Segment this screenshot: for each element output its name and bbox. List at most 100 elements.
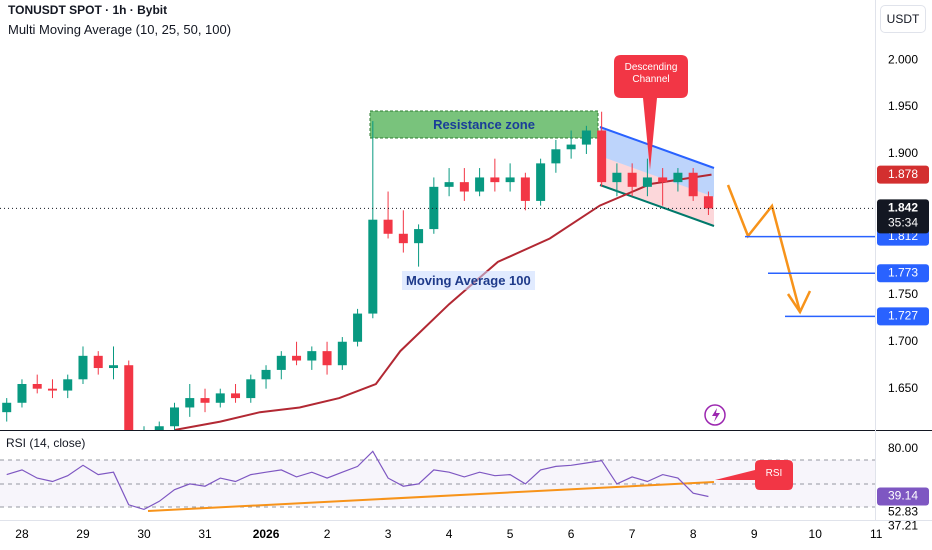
rsi-value-label: 39.14	[888, 489, 918, 503]
candle-body	[536, 163, 546, 201]
candle-body	[658, 177, 668, 183]
x-tick-label: 2026	[253, 527, 280, 541]
candle-body	[612, 172, 622, 183]
candle-body	[429, 186, 439, 230]
x-tick-label: 11	[870, 527, 883, 541]
candle-body	[140, 431, 149, 436]
y-tick-label: 2.000	[888, 52, 918, 66]
candle-body	[673, 172, 683, 183]
candle-body	[597, 130, 607, 183]
ma-value-label: 1.878	[888, 167, 918, 181]
channel-label: Descending Channel	[624, 62, 678, 85]
indicator-name: Multi Moving Average (10, 25, 50, 100)	[8, 22, 232, 37]
candle-body	[200, 398, 210, 403]
candle-body	[353, 313, 363, 342]
candle-body	[47, 388, 57, 391]
candle-body	[642, 177, 652, 187]
candle-body	[78, 355, 88, 380]
x-tick-label: 28	[15, 527, 29, 541]
candle-body	[322, 351, 332, 366]
candle-body	[307, 351, 317, 361]
candle-body	[17, 383, 27, 403]
candle-body	[444, 182, 454, 187]
rsi-trendline	[147, 481, 715, 512]
moving-average-line	[174, 173, 712, 430]
currency-button[interactable]: USDT	[880, 5, 926, 33]
candle-body	[490, 177, 500, 183]
last-price-tag	[877, 199, 929, 234]
x-tick-label: 7	[629, 527, 636, 541]
candle-body	[93, 355, 103, 369]
countdown-label: 35:34	[888, 216, 918, 230]
candle-body	[32, 383, 42, 389]
symbol-title: TONUSDT SPOT · 1h · Bybit	[8, 3, 168, 17]
x-tick-label: 4	[446, 527, 453, 541]
candle-body	[475, 177, 485, 192]
x-tick-label: 9	[751, 527, 758, 541]
candle-body	[505, 177, 515, 183]
rsi-callout	[715, 460, 793, 490]
price-pane	[0, 111, 875, 436]
alert-icon[interactable]	[704, 404, 726, 426]
x-tick-label: 10	[809, 527, 823, 541]
rsi-tick-label: 52.83	[888, 505, 918, 519]
y-tick-label: 1.900	[888, 146, 918, 160]
alert-icon-bolt	[712, 408, 720, 422]
candle-body	[703, 196, 713, 209]
y-tick-label: 1.750	[888, 287, 918, 301]
x-tick-label: 30	[137, 527, 151, 541]
target-level-tag	[877, 264, 929, 283]
candle-body	[398, 233, 408, 244]
candle-body	[368, 219, 378, 314]
x-tick-label: 3	[385, 527, 392, 541]
candle-body	[108, 365, 118, 369]
x-tick-label: 5	[507, 527, 514, 541]
candle-body	[383, 219, 393, 234]
candle-body	[63, 379, 73, 391]
projection-arrow-head	[786, 290, 812, 315]
ma-label: Moving Average 100	[402, 271, 535, 290]
x-tick-label: 29	[76, 527, 90, 541]
x-tick-label: 6	[568, 527, 575, 541]
last-price-label: 1.842	[888, 201, 918, 215]
candle-body	[246, 379, 256, 399]
candle-body	[337, 341, 347, 366]
resistance-label: Resistance zone	[433, 117, 535, 132]
x-tick-label: 8	[690, 527, 697, 541]
rsi-title: RSI (14, close)	[6, 436, 86, 450]
target-level-tag	[877, 307, 929, 326]
rsi-tick-label: 80.00	[888, 441, 918, 455]
candle-body	[459, 182, 469, 192]
rsi-pane	[6, 450, 709, 511]
rsi-tick-label: 37.21	[888, 519, 918, 533]
candle-body	[688, 172, 698, 197]
y-tick-label: 1.650	[888, 381, 918, 395]
candle-body	[292, 355, 302, 361]
candle-body	[215, 393, 225, 403]
y-tick-label: 1.700	[888, 334, 918, 348]
ma-value-tag	[877, 165, 929, 184]
candle-body	[276, 355, 286, 370]
candle-body	[2, 402, 12, 413]
candle-body	[185, 398, 195, 408]
candle-body	[581, 130, 591, 145]
candle-body	[154, 426, 164, 430]
axes: 28 29 30 31 2026 2 3 4 5 6 7 8 9 10 11 2.000 1.950 1.900 1…	[15, 52, 929, 541]
candle-body	[566, 144, 576, 150]
rsi-line	[6, 450, 709, 511]
target-level-label: 1.727	[888, 309, 918, 323]
resistance-zone	[369, 110, 599, 139]
candle-body	[627, 172, 637, 187]
y-tick-label: 1.950	[888, 99, 918, 113]
rsi-callout-label: RSI	[765, 468, 783, 479]
channel-top-line	[599, 126, 715, 169]
candle-body	[261, 369, 271, 380]
candle-body	[231, 393, 241, 399]
rsi-value-tag	[877, 487, 929, 506]
candle-body	[551, 149, 561, 164]
candle-body	[170, 407, 180, 427]
target-level-label: 1.773	[888, 265, 918, 279]
projection-arrow	[726, 184, 802, 313]
